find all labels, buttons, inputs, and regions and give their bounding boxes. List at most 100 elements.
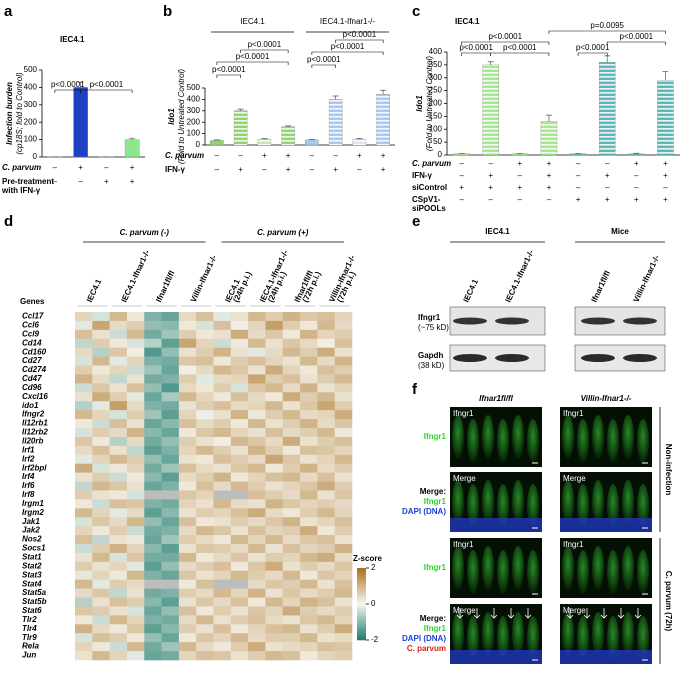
heatmap-cell bbox=[248, 463, 266, 473]
heatmap-cell bbox=[92, 508, 110, 518]
heatmap-cell bbox=[161, 419, 180, 429]
heatmap-cell bbox=[92, 624, 110, 634]
heatmap-cell bbox=[213, 615, 232, 625]
condition-mark: – bbox=[310, 165, 315, 174]
heatmap-cell bbox=[196, 642, 214, 652]
y-tick-label: 100 bbox=[187, 129, 201, 138]
heatmap-cell bbox=[178, 436, 197, 447]
heatmap-cell bbox=[126, 392, 145, 402]
heatmap-cell bbox=[230, 615, 249, 625]
heatmap-cell bbox=[248, 365, 266, 375]
colorbar-step bbox=[357, 635, 366, 638]
heatmap-cell bbox=[144, 561, 162, 572]
heatmap-cell bbox=[248, 508, 266, 518]
condition-mark: + bbox=[634, 195, 639, 204]
heatmap-cell bbox=[109, 597, 128, 607]
colorbar-step bbox=[357, 580, 366, 583]
villus bbox=[562, 612, 574, 656]
gene-label: ido1 bbox=[22, 401, 39, 410]
heatmap-cell bbox=[178, 374, 197, 384]
heatmap-cell bbox=[126, 517, 145, 527]
heatmap-cell bbox=[178, 561, 197, 572]
heatmap-cell bbox=[282, 472, 301, 482]
heatmap-cell bbox=[282, 338, 301, 348]
heatmap-cell bbox=[334, 535, 353, 545]
heatmap-cell bbox=[196, 490, 214, 500]
condition-mark: – bbox=[576, 183, 581, 192]
heatmap-cell bbox=[75, 561, 93, 572]
heatmap-cell bbox=[178, 419, 197, 429]
heatmap-cell bbox=[248, 624, 266, 634]
condition-mark: – bbox=[576, 171, 581, 180]
heatmap-cell bbox=[265, 490, 284, 500]
heatmap-cell bbox=[230, 320, 249, 331]
heatmap-cell bbox=[230, 624, 249, 634]
condition-mark: + bbox=[381, 151, 386, 160]
heatmap-cell bbox=[334, 463, 353, 473]
heatmap-cell bbox=[334, 392, 353, 402]
bar-hatch bbox=[234, 110, 248, 145]
heatmap-cell bbox=[282, 651, 301, 661]
error-bar bbox=[356, 138, 363, 140]
heatmap-cell bbox=[144, 588, 162, 598]
heatmap-cell bbox=[248, 481, 266, 491]
heatmap-cell bbox=[300, 651, 318, 661]
panel-label: c bbox=[412, 3, 420, 20]
heatmap-cell bbox=[178, 588, 197, 598]
heatmap-cell bbox=[144, 633, 162, 643]
image-inset-label: Merge bbox=[563, 474, 586, 483]
bar-hatch bbox=[540, 121, 557, 155]
colorbar-step bbox=[357, 568, 366, 571]
heatmap-cell bbox=[300, 552, 318, 563]
condition-mark: – bbox=[634, 183, 639, 192]
heatmap-cell bbox=[213, 544, 232, 554]
error-bar bbox=[545, 114, 552, 122]
heatmap-cell bbox=[196, 624, 214, 634]
heatmap-cell bbox=[213, 499, 232, 509]
heatmap-cell bbox=[178, 642, 197, 652]
colorbar-step bbox=[357, 592, 366, 595]
condition-mark: – bbox=[215, 165, 220, 174]
heatmap-cell bbox=[126, 463, 145, 473]
heatmap-cell bbox=[178, 312, 197, 322]
heatmap-cell bbox=[161, 499, 180, 509]
heatmap-cell bbox=[282, 481, 301, 491]
gene-label: Socs1 bbox=[22, 544, 46, 553]
heatmap-cell bbox=[144, 570, 162, 580]
gene-label: Ccl9 bbox=[22, 329, 39, 338]
heatmap-cell bbox=[161, 445, 180, 456]
heatmap-cell bbox=[334, 347, 353, 357]
heatmap-cell bbox=[317, 312, 335, 322]
heatmap-cell bbox=[92, 552, 110, 563]
p-value: p<0.0001 bbox=[51, 80, 85, 89]
heatmap-cell bbox=[126, 436, 145, 447]
heatmap-cell bbox=[161, 651, 180, 661]
heatmap-cell bbox=[75, 651, 93, 661]
heatmap-cell bbox=[265, 544, 284, 554]
y-tick-label: 0 bbox=[438, 150, 443, 159]
heatmap-cell bbox=[126, 472, 145, 482]
significance-bracket bbox=[461, 41, 550, 45]
heatmap-cell bbox=[92, 642, 110, 652]
p-value: p<0.0001 bbox=[488, 32, 522, 41]
heatmap-cell bbox=[178, 651, 197, 661]
image-condition: C. parvum (72h) bbox=[664, 571, 673, 632]
bar bbox=[73, 87, 88, 158]
colorbar-step bbox=[357, 599, 366, 602]
significance-bracket bbox=[490, 52, 550, 56]
heatmap-cell bbox=[75, 463, 93, 473]
gene-label: Irf8 bbox=[22, 490, 35, 499]
villus bbox=[512, 415, 524, 459]
condition-mark: – bbox=[576, 159, 581, 168]
y-tick-label: 300 bbox=[24, 100, 38, 109]
villus bbox=[482, 612, 494, 656]
heatmap-cell bbox=[317, 347, 335, 357]
condition-mark: + bbox=[576, 195, 581, 204]
condition-mark: – bbox=[333, 151, 338, 160]
heatmap-cell bbox=[213, 633, 232, 643]
heatmap-cell bbox=[144, 419, 162, 429]
heatmap-cell bbox=[109, 579, 128, 589]
heatmap-cell bbox=[196, 561, 214, 572]
heatmap-cell bbox=[317, 499, 335, 509]
heatmap-cell bbox=[178, 320, 197, 331]
